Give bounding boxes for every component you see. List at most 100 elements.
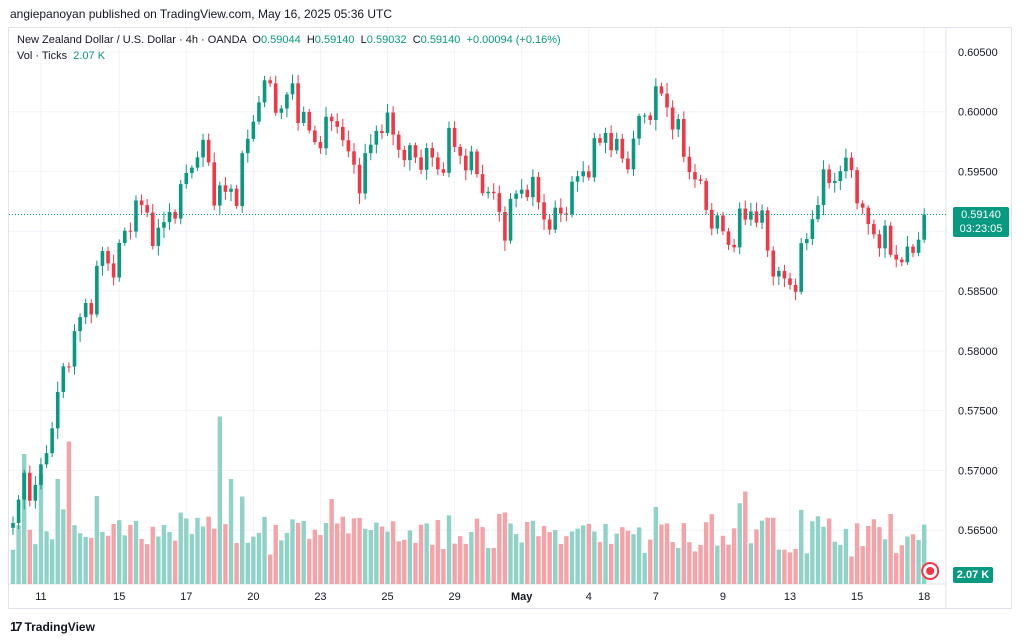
candle-body	[447, 127, 451, 173]
candle-body	[659, 86, 664, 94]
time-tick-label: 18	[918, 591, 930, 603]
volume-bar	[676, 547, 681, 584]
low-value: 0.59032	[366, 34, 407, 46]
symbol-title[interactable]: New Zealand Dollar / U.S. Dollar · 4h · …	[17, 34, 247, 46]
tradingview-logo-icon: 17	[10, 619, 23, 634]
high-value: 0.59140	[314, 34, 355, 46]
low-label: L	[360, 34, 367, 46]
volume-bar	[720, 535, 726, 584]
volume-bar	[625, 530, 631, 584]
candle-body	[329, 116, 334, 122]
candle-body	[682, 119, 686, 157]
volume-bar	[491, 548, 496, 584]
volume-bar	[754, 529, 759, 584]
candle-body	[201, 139, 205, 158]
volume-bar	[631, 534, 636, 584]
volume-label[interactable]: Vol · Ticks	[17, 50, 68, 62]
volume-bar	[61, 509, 66, 584]
volume-bars	[10, 416, 927, 584]
volume-bar	[659, 524, 664, 584]
candle-body	[251, 121, 256, 139]
volume-bar	[580, 525, 586, 584]
volume-bar	[385, 531, 390, 584]
time-tick-label: 20	[247, 591, 259, 603]
candle-body	[285, 94, 289, 109]
candle-body	[318, 142, 323, 149]
candle-body	[424, 148, 429, 170]
candle-body	[654, 86, 658, 120]
volume-bar	[402, 539, 407, 584]
economic-event-icon-dot	[926, 567, 935, 575]
candle-body	[888, 225, 893, 255]
volume-bar	[849, 556, 854, 584]
close-value: 0.59140	[420, 34, 461, 46]
candle-body	[519, 189, 524, 194]
volume-bar	[776, 549, 782, 584]
time-tick-label: 23	[314, 591, 326, 603]
candle-body	[335, 121, 340, 127]
volume-bar	[916, 540, 921, 584]
candle-body	[229, 188, 233, 192]
volume-bar	[133, 520, 139, 584]
candle-body	[89, 302, 94, 315]
volume-bar	[379, 526, 385, 584]
candle-body	[16, 499, 21, 524]
candle-body	[139, 200, 144, 206]
candle-body	[391, 112, 395, 135]
volume-bar	[664, 523, 670, 584]
candle-body	[396, 134, 401, 150]
candle-body	[368, 144, 373, 154]
candle-body	[743, 208, 748, 220]
volume-bar	[312, 529, 318, 584]
candle-body	[581, 171, 585, 177]
tradingview-logo[interactable]: 17 TradingView	[10, 619, 95, 634]
volume-bar	[458, 536, 463, 584]
volume-bar	[284, 532, 290, 584]
volume-bar	[72, 525, 77, 584]
volume-bar	[759, 520, 765, 584]
volume-bar	[267, 554, 273, 584]
volume-bar	[692, 551, 698, 584]
candle-body	[732, 244, 736, 248]
candle-body	[531, 176, 535, 198]
candle-body	[855, 170, 859, 204]
volume-bar	[178, 512, 183, 584]
volume-bar	[748, 543, 754, 584]
volume-bar	[636, 527, 642, 584]
volume-bar	[156, 536, 161, 584]
volume-bar	[407, 530, 413, 584]
volume-badge: 2.07 K	[953, 567, 993, 583]
candle-body	[609, 132, 613, 151]
volume-bar	[726, 544, 731, 584]
volume-bar	[469, 531, 474, 584]
candle-body	[206, 139, 211, 163]
candle-body	[760, 210, 764, 223]
open-label: O	[252, 34, 261, 46]
candle-body	[670, 107, 675, 130]
candle-body	[620, 138, 625, 159]
candle-body	[39, 464, 43, 485]
volume-bar	[77, 533, 83, 584]
candle-body	[536, 176, 541, 203]
volume-bar	[144, 544, 150, 584]
candle-body	[911, 246, 915, 253]
volume-bar	[670, 542, 675, 584]
time-tick-label: 7	[653, 591, 659, 603]
candle-body	[754, 211, 759, 223]
candle-body	[749, 211, 753, 220]
volume-bar	[525, 521, 530, 584]
volume-bar	[195, 517, 200, 584]
volume-bar	[184, 518, 189, 584]
candle-body	[872, 224, 876, 235]
volume-bar	[206, 516, 211, 584]
volume-bar	[586, 523, 591, 584]
candle-body	[78, 317, 82, 332]
volume-bar	[793, 549, 798, 584]
price-axis: 0.605000.600000.595000.590000.585000.580…	[958, 47, 998, 537]
candle-body	[916, 239, 921, 253]
candle-body	[273, 83, 278, 113]
volume-bar	[860, 546, 865, 584]
volume-bar	[424, 523, 429, 584]
volume-bar	[536, 536, 541, 584]
